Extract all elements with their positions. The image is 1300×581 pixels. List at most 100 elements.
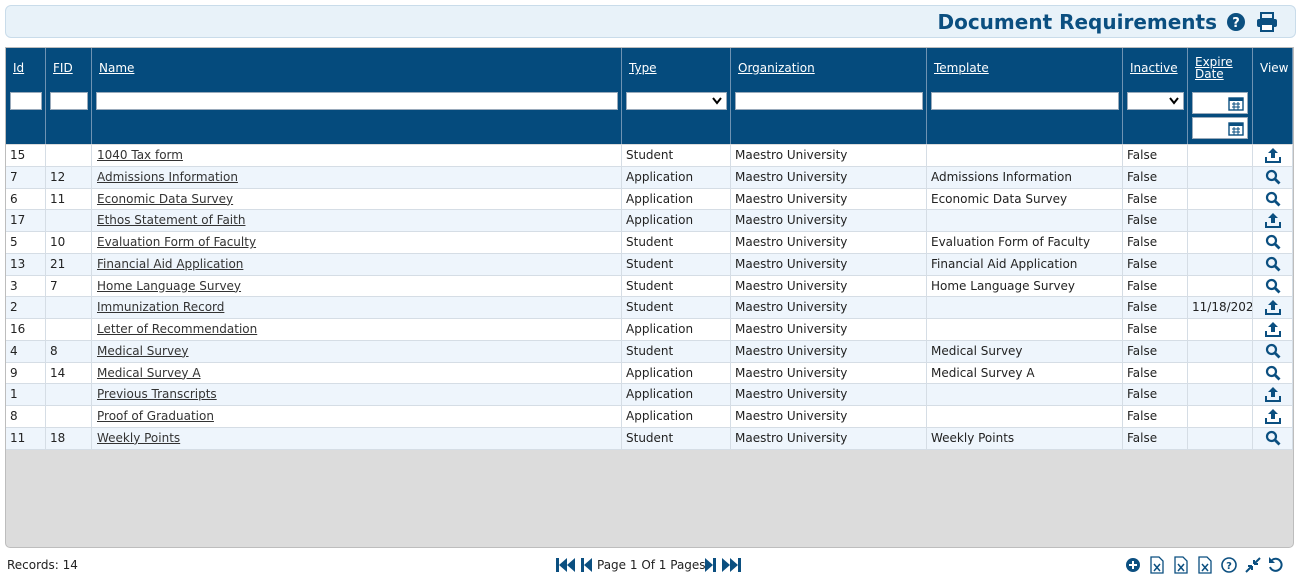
table-row: 9 14 Medical Survey A Application Maestro Un… xyxy=(6,362,1293,385)
table-cell xyxy=(1188,319,1253,340)
document-link[interactable]: Proof of Graduation xyxy=(97,409,214,423)
cell-text: Student xyxy=(626,256,674,271)
column-header[interactable]: Expire Date xyxy=(1195,55,1233,81)
pager-next-last[interactable] xyxy=(704,557,744,573)
column-header[interactable]: Type xyxy=(629,61,657,75)
table-cell: False xyxy=(1123,406,1188,427)
view-icon[interactable] xyxy=(1265,234,1281,250)
filter-select[interactable] xyxy=(626,92,727,110)
table-cell xyxy=(1253,319,1293,340)
cell-text: Application xyxy=(626,322,694,336)
upload-icon[interactable] xyxy=(1265,147,1281,163)
column-header[interactable]: Id xyxy=(13,61,25,75)
view-icon[interactable] xyxy=(1265,191,1281,207)
table-cell: Maestro University xyxy=(731,166,927,188)
filter-select[interactable] xyxy=(1127,92,1184,110)
table-cell: 10 xyxy=(46,232,92,253)
table-cell xyxy=(1188,340,1253,362)
table-cell xyxy=(46,319,92,340)
table-cell: Application xyxy=(622,406,731,427)
document-link[interactable]: Medical Survey A xyxy=(97,365,201,380)
document-link[interactable]: Previous Transcripts xyxy=(97,387,217,402)
cell-text: 17 xyxy=(10,213,26,228)
document-link[interactable]: Medical Survey xyxy=(97,343,189,358)
table-cell: 1040 Tax form xyxy=(92,145,622,166)
cell-text: Application xyxy=(626,191,694,206)
column-header[interactable]: Template xyxy=(934,61,989,75)
table-cell xyxy=(1253,384,1293,405)
date-filter[interactable] xyxy=(1192,92,1248,114)
table-cell: 5 xyxy=(6,232,46,253)
view-icon[interactable] xyxy=(1265,278,1281,294)
table-cell xyxy=(1253,145,1293,166)
table-cell xyxy=(1253,427,1293,449)
column-header[interactable]: Organization xyxy=(738,61,815,75)
table-cell: Immunization Record xyxy=(92,297,622,318)
filter-input[interactable] xyxy=(96,92,618,110)
upload-icon[interactable] xyxy=(1265,386,1281,403)
table-cell: Medical Survey A xyxy=(927,362,1123,384)
table-cell: 11/18/202 xyxy=(1188,297,1253,318)
cell-text: False xyxy=(1127,278,1158,293)
cell-text: Evaluation Form of Faculty xyxy=(931,235,1091,249)
document-link[interactable]: Letter of Recommendation xyxy=(97,322,258,336)
pager-first-prev[interactable] xyxy=(555,557,595,573)
upload-icon[interactable] xyxy=(1265,321,1281,337)
table-cell: Economic Data Survey xyxy=(927,188,1123,210)
view-icon[interactable] xyxy=(1265,365,1281,381)
table-cell: False xyxy=(1123,188,1188,210)
table-cell: Ethos Statement of Faith xyxy=(92,210,622,231)
view-icon[interactable] xyxy=(1265,169,1281,185)
view-icon[interactable] xyxy=(1265,343,1281,359)
upload-icon[interactable] xyxy=(1265,408,1281,424)
cell-text: Application xyxy=(626,387,694,402)
upload-icon[interactable] xyxy=(1265,299,1281,316)
upload-icon[interactable] xyxy=(1265,212,1281,229)
column-header[interactable]: Inactive xyxy=(1130,61,1178,75)
document-link[interactable]: Immunization Record xyxy=(97,300,225,315)
help-icon[interactable]: ? xyxy=(1226,12,1246,32)
filter-input[interactable] xyxy=(931,92,1119,110)
table-cell: Weekly Points xyxy=(92,427,622,449)
document-link[interactable]: Evaluation Form of Faculty xyxy=(97,235,257,249)
table-cell: Financial Aid Application xyxy=(92,253,622,275)
table-cell: 2 xyxy=(6,297,46,318)
header-cell: View xyxy=(1253,48,1293,144)
document-link[interactable]: Financial Aid Application xyxy=(97,256,244,271)
table-cell: Evaluation Form of Faculty xyxy=(927,232,1123,253)
filter-input[interactable] xyxy=(735,92,923,110)
cell-text: Admissions Information xyxy=(931,169,1072,184)
cell-text: 7 xyxy=(10,169,18,184)
document-link[interactable]: Home Language Survey xyxy=(97,278,242,293)
view-icon[interactable] xyxy=(1265,430,1281,446)
svg-text:?: ? xyxy=(1232,16,1240,31)
document-link[interactable]: Weekly Points xyxy=(97,430,181,445)
table-cell xyxy=(1188,275,1253,297)
cell-text: Maestro University xyxy=(735,169,848,184)
title-bar: Document Requirements ? xyxy=(5,5,1296,38)
filter-input[interactable] xyxy=(10,92,42,110)
table-cell: 14 xyxy=(46,362,92,384)
cell-text: 13 xyxy=(10,256,26,271)
footer-toolbar[interactable]: ? xyxy=(1124,555,1290,575)
document-link[interactable]: Admissions Information xyxy=(97,169,238,184)
cell-text: 3 xyxy=(10,278,18,293)
cell-text: Maestro University xyxy=(735,278,848,293)
view-icon[interactable] xyxy=(1265,256,1281,272)
table-cell: Weekly Points xyxy=(927,427,1123,449)
document-link[interactable]: 1040 Tax form xyxy=(97,148,183,162)
document-link[interactable]: Economic Data Survey xyxy=(97,191,234,206)
cell-text: 18 xyxy=(50,430,66,445)
table-cell xyxy=(1188,188,1253,210)
date-filter[interactable] xyxy=(1192,117,1248,139)
table-cell: 9 xyxy=(6,362,46,384)
print-icon[interactable] xyxy=(1256,12,1278,32)
document-link[interactable]: Ethos Statement of Faith xyxy=(97,213,246,228)
page-title: Document Requirements xyxy=(937,10,1217,34)
calendar-icon[interactable] xyxy=(1228,95,1244,111)
column-header[interactable]: FID xyxy=(53,61,73,75)
filter-input[interactable] xyxy=(50,92,88,110)
calendar-icon[interactable] xyxy=(1228,120,1244,136)
table-cell: Maestro University xyxy=(731,210,927,231)
column-header[interactable]: Name xyxy=(99,61,135,75)
